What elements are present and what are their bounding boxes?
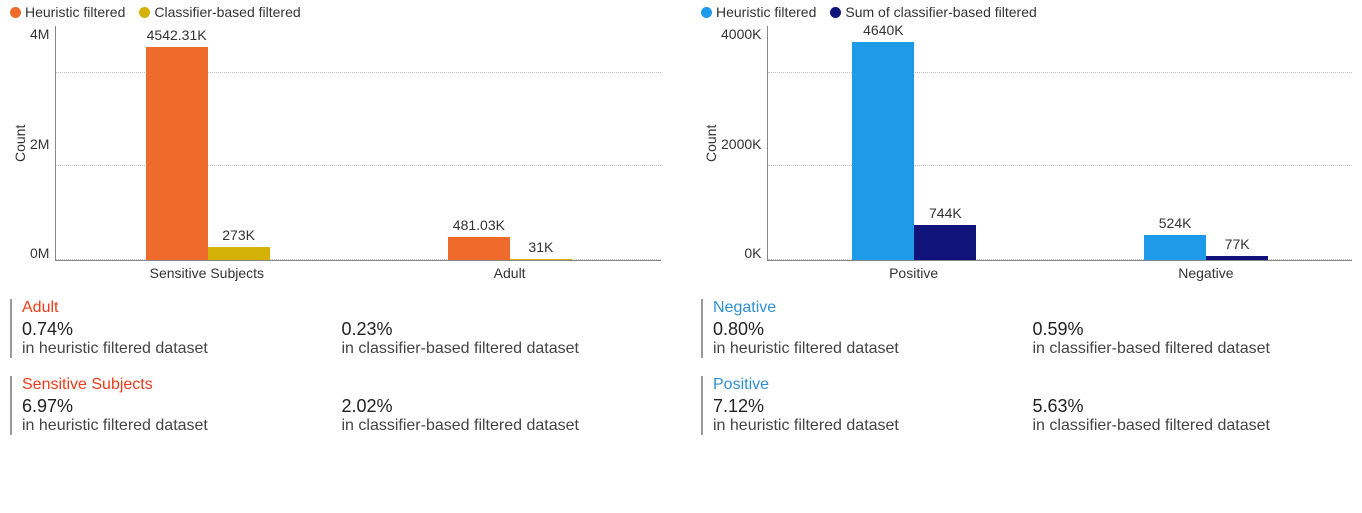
right-legend: Heuristic filtered Sum of classifier-base… — [701, 4, 1352, 20]
stat-block: Adult 0.74%in heuristic filtered dataset0… — [10, 299, 661, 358]
stat-sublabel: in classifier-based filtered dataset — [1033, 340, 1353, 358]
stat-percent: 0.74% — [22, 319, 342, 340]
legend-item: Heuristic filtered — [10, 4, 125, 20]
stat-cell: 0.59%in classifier-based filtered datase… — [1033, 319, 1353, 358]
stat-row: 6.97%in heuristic filtered dataset2.02%i… — [22, 396, 661, 435]
stat-row: 0.74%in heuristic filtered dataset0.23%i… — [22, 319, 661, 358]
stat-percent: 0.80% — [713, 319, 1033, 340]
bar: 524K — [1144, 235, 1206, 260]
bar-group: 481.03K31K — [359, 26, 661, 260]
x-axis: PositiveNegative — [767, 265, 1352, 281]
legend-item: Sum of classifier-based filtered — [830, 4, 1036, 20]
bar-value-label: 77K — [1225, 236, 1250, 252]
right-panel: Heuristic filtered Sum of classifier-base… — [701, 4, 1352, 453]
stat-title: Sensitive Subjects — [22, 376, 661, 394]
bar: 31K — [510, 259, 572, 260]
stat-cell: 0.23%in classifier-based filtered datase… — [342, 319, 662, 358]
bar-groups: 4640K744K524K77K — [768, 26, 1352, 260]
bar-group: 4542.31K273K — [56, 26, 358, 260]
x-axis: Sensitive SubjectsAdult — [55, 265, 661, 281]
y-tick-label: 2M — [30, 136, 49, 152]
legend-label: Sum of classifier-based filtered — [845, 4, 1036, 20]
stat-cell: 0.80%in heuristic filtered dataset — [713, 319, 1033, 358]
stat-block: Sensitive Subjects 6.97%in heuristic filt… — [10, 376, 661, 435]
stat-sublabel: in heuristic filtered dataset — [713, 417, 1033, 435]
stat-percent: 7.12% — [713, 396, 1033, 417]
stat-cell: 6.97%in heuristic filtered dataset — [22, 396, 342, 435]
x-tick-label: Sensitive Subjects — [55, 265, 358, 281]
y-axis: 4M 2M 0M — [30, 26, 55, 261]
legend-swatch — [701, 7, 712, 18]
stat-sublabel: in classifier-based filtered dataset — [342, 340, 662, 358]
stat-sublabel: in heuristic filtered dataset — [713, 340, 1033, 358]
stat-percent: 0.59% — [1033, 319, 1353, 340]
bar-value-label: 273K — [222, 227, 255, 243]
stat-percent: 6.97% — [22, 396, 342, 417]
stat-percent: 2.02% — [342, 396, 662, 417]
stat-sublabel: in heuristic filtered dataset — [22, 340, 342, 358]
bar: 77K — [1206, 256, 1268, 260]
plot-area: 4542.31K273K481.03K31K — [55, 26, 661, 261]
stat-sublabel: in heuristic filtered dataset — [22, 417, 342, 435]
x-tick-label: Negative — [1060, 265, 1352, 281]
left-chart: Count4M2M0M4542.31K273K481.03K31KSensiti… — [10, 26, 661, 281]
stat-percent: 5.63% — [1033, 396, 1353, 417]
y-tick-label: 2000K — [721, 136, 761, 152]
bar-value-label: 524K — [1159, 215, 1192, 231]
left-panel: Heuristic filtered Classifier-based filte… — [10, 4, 661, 453]
legend-swatch — [139, 7, 150, 18]
stat-cell: 5.63%in classifier-based filtered datase… — [1033, 396, 1353, 435]
stat-title: Positive — [713, 376, 1352, 394]
legend-swatch — [10, 7, 21, 18]
right-stats: Negative0.80%in heuristic filtered datas… — [701, 299, 1352, 435]
stat-block: Negative 0.80%in heuristic filtered datas… — [701, 299, 1352, 358]
stat-sublabel: in classifier-based filtered dataset — [342, 417, 662, 435]
bar: 744K — [914, 225, 976, 260]
y-axis-label: Count — [701, 26, 721, 261]
y-tick-label: 4000K — [721, 26, 761, 42]
panels: Heuristic filtered Classifier-based filte… — [10, 4, 1352, 453]
y-tick-label: 4M — [30, 26, 49, 42]
stat-title: Negative — [713, 299, 1352, 317]
bar-value-label: 481.03K — [453, 217, 505, 233]
bar: 481.03K — [448, 237, 510, 260]
x-tick-label: Positive — [767, 265, 1059, 281]
left-legend: Heuristic filtered Classifier-based filte… — [10, 4, 661, 20]
plot-area: 4640K744K524K77K — [767, 26, 1352, 261]
bar-group: 524K77K — [1060, 26, 1352, 260]
stat-cell: 0.74%in heuristic filtered dataset — [22, 319, 342, 358]
legend-label: Heuristic filtered — [716, 4, 816, 20]
stat-title: Adult — [22, 299, 661, 317]
stat-row: 0.80%in heuristic filtered dataset0.59%i… — [713, 319, 1352, 358]
legend-item: Classifier-based filtered — [139, 4, 300, 20]
y-tick-label: 0M — [30, 245, 49, 261]
right-chart: Count4000K2000K0K4640K744K524K77KPositiv… — [701, 26, 1352, 281]
bar-group: 4640K744K — [768, 26, 1060, 260]
left-stats: Adult0.74%in heuristic filtered dataset0… — [10, 299, 661, 435]
bar: 4640K — [852, 42, 914, 260]
stat-block: Positive 7.12%in heuristic filtered datas… — [701, 376, 1352, 435]
bar-value-label: 4640K — [863, 22, 903, 38]
legend-swatch — [830, 7, 841, 18]
y-axis: 4000K 2000K 0K — [721, 26, 767, 261]
y-axis-label: Count — [10, 26, 30, 261]
bar-value-label: 31K — [528, 239, 553, 255]
y-tick-label: 0K — [744, 245, 761, 261]
bar: 4542.31K — [146, 47, 208, 260]
stat-percent: 0.23% — [342, 319, 662, 340]
stat-row: 7.12%in heuristic filtered dataset5.63%i… — [713, 396, 1352, 435]
stat-sublabel: in classifier-based filtered dataset — [1033, 417, 1353, 435]
bar-value-label: 4542.31K — [147, 27, 207, 43]
x-tick-label: Adult — [358, 265, 661, 281]
legend-item: Heuristic filtered — [701, 4, 816, 20]
stat-cell: 2.02%in classifier-based filtered datase… — [342, 396, 662, 435]
stat-cell: 7.12%in heuristic filtered dataset — [713, 396, 1033, 435]
legend-label: Heuristic filtered — [25, 4, 125, 20]
bar-value-label: 744K — [929, 205, 962, 221]
bar: 273K — [208, 247, 270, 260]
bar-groups: 4542.31K273K481.03K31K — [56, 26, 661, 260]
legend-label: Classifier-based filtered — [154, 4, 300, 20]
